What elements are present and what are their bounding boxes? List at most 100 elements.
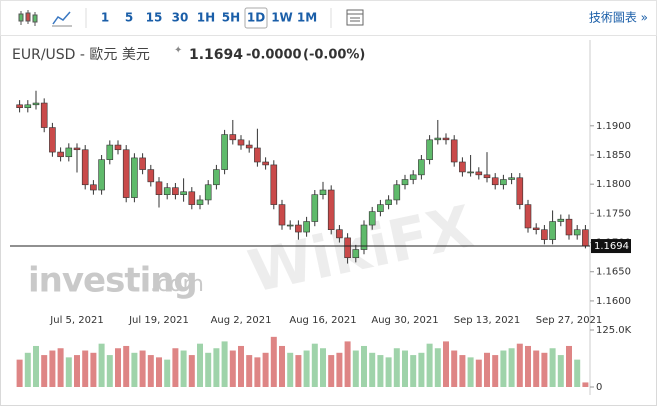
volume-bar: [377, 355, 384, 387]
x-tick-label: Sep 13, 2021: [454, 315, 521, 326]
volume-bar: [238, 345, 244, 387]
candle-body: [459, 161, 466, 173]
candle-body: [295, 224, 302, 233]
volume-bar: [533, 350, 540, 387]
y-tick-label: 1.1850: [596, 150, 631, 161]
investing-watermark-domain: .com: [150, 272, 204, 297]
candle-body: [245, 144, 253, 149]
x-tick-label: Sep 27, 2021: [536, 315, 603, 326]
y-tick-label: 1.1750: [596, 208, 631, 219]
volume-bar: [549, 348, 556, 387]
x-tick-label: Jul 19, 2021: [128, 315, 189, 326]
volume-bar: [303, 350, 310, 387]
interval-button[interactable]: 5: [125, 11, 133, 25]
pin-icon[interactable]: ✦: [174, 45, 182, 56]
candle-body: [196, 199, 204, 205]
volume-bar: [361, 345, 367, 387]
candle-body: [475, 171, 483, 176]
candle-body: [147, 169, 155, 183]
volume-bar: [385, 357, 392, 387]
candle-body: [155, 181, 163, 195]
candle-icon[interactable]: [18, 10, 38, 26]
candle-body: [213, 169, 220, 186]
interval-button[interactable]: 15: [146, 11, 163, 25]
candle-body: [229, 134, 237, 141]
interval-group: 1 5 15 30 1H 5H 1D 1W 1M: [101, 7, 317, 29]
change: -0.0000: [246, 48, 302, 63]
price: 1.1694: [189, 47, 243, 63]
interval-button[interactable]: 30: [172, 11, 189, 25]
volume-bar: [139, 350, 146, 387]
volume-bar: [426, 343, 433, 387]
interval-button[interactable]: 1M: [297, 11, 317, 25]
candle-body: [49, 127, 56, 153]
volume-bar: [410, 355, 417, 387]
volume-bar: [443, 341, 449, 387]
y-tick-label: 1.1800: [596, 179, 631, 190]
symbol: EUR/USD - 歐元 美元: [12, 47, 150, 63]
candle-body: [327, 189, 335, 231]
candle-body: [81, 149, 89, 186]
volume-bar: [566, 345, 572, 387]
candle-body: [491, 177, 499, 186]
plot: 1.16001.16501.17001.17501.18001.18501.19…: [10, 40, 632, 395]
candle-body: [409, 174, 417, 180]
candle-body: [32, 102, 40, 106]
interval-button[interactable]: 1: [101, 11, 109, 25]
x-tick-label: Jul 5, 2021: [49, 315, 103, 326]
volume-bar: [287, 352, 294, 387]
volume-bar: [270, 336, 277, 387]
candle-body: [254, 147, 261, 163]
candle-body: [122, 149, 130, 198]
volume-bar: [541, 352, 548, 387]
candle-body: [139, 157, 146, 170]
candle-body: [24, 104, 32, 109]
candle-body: [352, 249, 360, 259]
volume-bar: [492, 355, 499, 387]
interval-button[interactable]: 5H: [222, 11, 240, 25]
volume-bar: [164, 359, 171, 387]
volume-bar: [90, 352, 97, 387]
volume-bar: [115, 348, 121, 387]
volume-bar: [475, 359, 482, 387]
x-tick-label: Aug 16, 2021: [289, 315, 356, 326]
interval-button[interactable]: 1D: [247, 11, 265, 25]
candle-body: [40, 102, 48, 128]
candle-body: [73, 147, 81, 151]
volume-tick-label: 0: [596, 382, 602, 393]
volume-bar: [24, 352, 31, 387]
volume-bar: [336, 352, 343, 387]
volume-bar: [582, 382, 589, 387]
candle-body: [516, 177, 524, 205]
volume-bar: [16, 359, 23, 387]
candle-body: [303, 221, 310, 233]
interval-button[interactable]: 1H: [197, 11, 215, 25]
candle-body: [532, 227, 540, 231]
volume-bar: [172, 348, 179, 387]
volume-bar: [41, 355, 48, 387]
investing-watermark: investing: [28, 261, 197, 301]
last-price-box: [591, 239, 631, 254]
candle-body: [368, 211, 376, 226]
candle-body: [565, 218, 573, 236]
y-tick-label: 1.1600: [596, 296, 631, 307]
candle-body: [450, 139, 458, 163]
table-icon[interactable]: [346, 9, 364, 26]
toolbar: [0, 0, 657, 36]
volume-bar: [418, 352, 425, 387]
candle-body: [401, 179, 409, 186]
tech-chart-link[interactable]: 技術圖表 »: [589, 11, 648, 25]
volume-bar: [49, 350, 56, 387]
volume-bar: [262, 352, 269, 387]
interval-button[interactable]: 1W: [271, 11, 293, 25]
candle-body: [237, 139, 245, 146]
line-icon[interactable]: [52, 11, 72, 27]
candle-body: [188, 191, 196, 205]
candle-body: [557, 218, 565, 222]
candle-body: [98, 159, 105, 191]
volume-bar: [221, 341, 228, 387]
candle-body: [163, 187, 171, 195]
x-tick-label: Aug 2, 2021: [211, 315, 272, 326]
volume-bar: [295, 355, 302, 387]
volume-bar: [254, 357, 261, 387]
